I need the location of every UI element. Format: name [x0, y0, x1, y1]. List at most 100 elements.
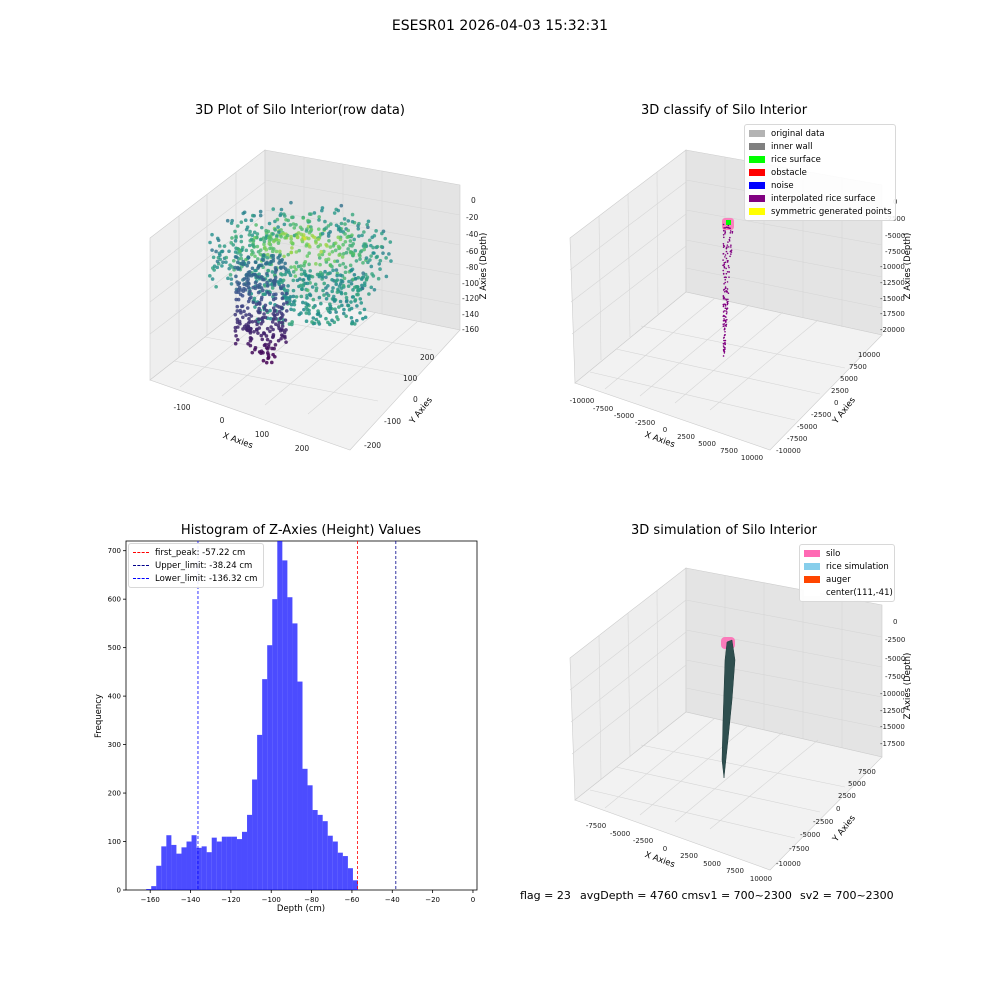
plot1-point	[261, 331, 266, 335]
plot2-point	[724, 254, 727, 256]
plot1-point	[256, 331, 260, 335]
plot1-point	[328, 322, 332, 327]
plot1-point	[364, 256, 369, 260]
plot1-point	[275, 217, 280, 222]
histogram-bar	[236, 839, 242, 890]
plot4-ztick: -2500	[885, 636, 905, 644]
plot2-point	[725, 325, 727, 327]
plot1-point	[265, 337, 270, 342]
plot2-gridlines	[569, 157, 883, 421]
plot1-point	[234, 274, 238, 279]
plot4-y-ticks: -10000 -7500 -5000 -2500 0 2500 5000 750…	[776, 768, 876, 868]
plot1-point	[268, 329, 272, 334]
plot1-ztick: -20	[466, 213, 478, 222]
plot1-point	[371, 251, 375, 255]
plot1-point	[289, 200, 293, 205]
plot1-point	[312, 211, 317, 215]
plot1-point	[273, 343, 278, 347]
plot1-point	[294, 250, 299, 254]
plot1-point	[332, 297, 336, 302]
plot1-point	[316, 237, 321, 242]
plot1-point	[247, 312, 252, 317]
plot1-point	[362, 307, 367, 312]
histogram-chart[interactable]: −160 −140 −120 −100 −80 −60 −40 −20 0 0 100 200 300…	[90, 535, 490, 920]
histogram-bar	[307, 785, 313, 890]
plot2-point	[724, 343, 726, 345]
plot1-point	[271, 207, 276, 211]
plot1-point	[235, 320, 240, 325]
plot1-point	[236, 290, 241, 295]
plot2-point	[724, 346, 726, 349]
histogram-bar	[201, 846, 207, 890]
plot1-point	[275, 234, 279, 239]
plot1-point	[272, 283, 277, 287]
plot1-point	[250, 320, 255, 324]
plot1-point	[271, 306, 276, 310]
plot1-axes-panes	[149, 149, 461, 451]
plot4-xtick: 5000	[703, 860, 721, 868]
plot2-point	[724, 256, 726, 258]
plot1-point	[307, 311, 311, 316]
plot1-point	[310, 233, 314, 238]
plot1-point	[248, 343, 253, 348]
plot1-point	[215, 259, 220, 264]
plot2-point	[724, 298, 726, 300]
plot4-xtick: -2500	[633, 837, 653, 845]
plot1-point	[259, 225, 264, 230]
plot1-point	[349, 268, 353, 273]
plot4-x-ticks: -7500 -5000 -2500 0 2500 5000 7500 10000	[586, 822, 772, 883]
plot1-point	[246, 255, 251, 260]
plot1-point	[375, 254, 379, 259]
plot2-point	[723, 282, 725, 285]
plot1-point	[284, 328, 288, 332]
plot2-xtick: 2500	[677, 433, 695, 441]
plot1-point	[265, 284, 270, 288]
plot1-point	[233, 229, 237, 234]
plot2-point	[725, 267, 727, 270]
plot1-point	[342, 276, 347, 281]
plot1-point	[292, 265, 297, 269]
histogram-bar	[257, 734, 263, 890]
plot1-point	[257, 306, 261, 311]
plot1-point	[214, 284, 218, 289]
plot1-point	[321, 288, 325, 293]
legend-item: obstacle	[749, 166, 891, 179]
plot2-title: 3D classify of Silo Interior	[640, 103, 808, 118]
plot1-point	[346, 247, 350, 251]
plot4-xtick: 2500	[680, 852, 698, 860]
plot1-point	[308, 293, 313, 298]
plot1-point	[337, 305, 341, 309]
legend-item: rice simulation	[804, 560, 890, 573]
plot2-ytick: -2500	[811, 411, 831, 419]
plot1-point	[338, 263, 342, 268]
plot2-rice-column	[722, 218, 734, 357]
plot1-point	[328, 310, 332, 315]
plot1-point	[355, 318, 359, 323]
plot1-point	[253, 235, 257, 240]
plot1-point	[346, 219, 351, 223]
plot1-point	[336, 317, 340, 322]
histogram-ytick-label: 200	[108, 790, 121, 798]
plot1-point	[314, 288, 319, 293]
plot4-rice-simulation-surface	[721, 639, 736, 779]
plot4-legend: silo rice simulation auger center(111,-4…	[799, 544, 895, 602]
plot2-point	[727, 224, 730, 227]
plot2-point	[724, 286, 727, 288]
plot1-point	[346, 228, 351, 233]
plot1-point	[281, 283, 286, 288]
plot1-point	[257, 310, 261, 315]
plot2-point	[723, 290, 726, 293]
plot1-point	[258, 252, 263, 256]
plot1-point	[316, 320, 321, 324]
plot4-3d-simulation[interactable]: -7500 -5000 -2500 0 2500 5000 7500 10000…	[560, 545, 920, 885]
plot1-point	[331, 286, 335, 290]
plot2-point	[724, 348, 726, 350]
plot1-point	[224, 255, 229, 260]
plot1-point	[342, 311, 346, 316]
plot1-point	[324, 316, 328, 321]
plot2-point	[724, 303, 727, 306]
plot1-point	[239, 220, 244, 224]
plot1-point	[299, 272, 304, 277]
histogram-bar	[297, 681, 303, 890]
plot1-3d-scatter[interactable]: -100 0 100 200 X Axies -200 -100 0 100 2…	[120, 125, 500, 465]
